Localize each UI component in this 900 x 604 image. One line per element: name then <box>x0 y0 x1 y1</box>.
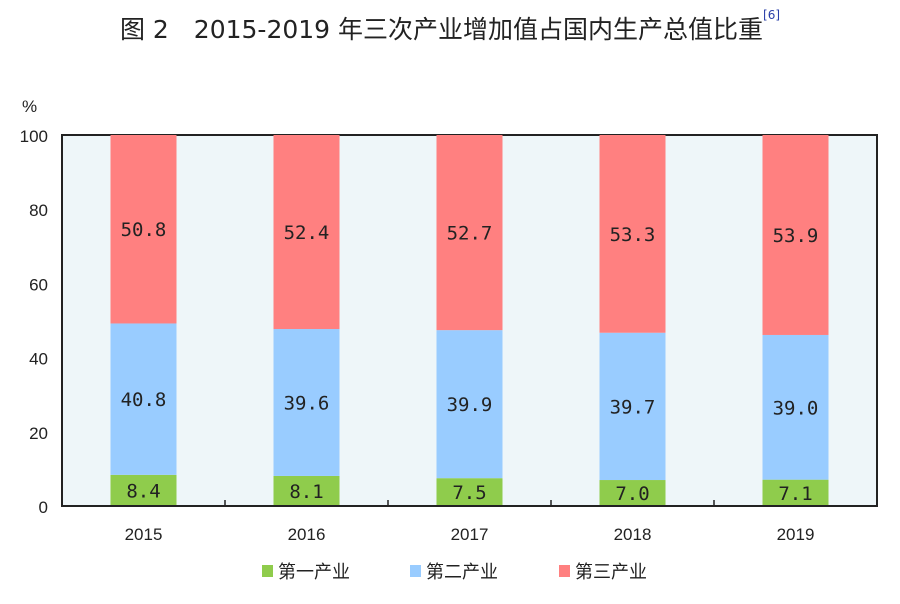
data-label: 53.3 <box>610 224 656 246</box>
title-text: 图 2 2015-2019 年三次产业增加值占国内生产总值比重 <box>119 15 764 44</box>
y-tick-label: 40 <box>29 350 48 369</box>
y-tick-label: 80 <box>29 201 48 220</box>
data-label: 40.8 <box>121 389 167 411</box>
bar-segment-1 <box>599 480 666 506</box>
chart-title: 图 2 2015-2019 年三次产业增加值占国内生产总值比重[6] <box>0 8 900 46</box>
bar-segment-3 <box>599 135 666 333</box>
legend-swatch-3 <box>559 565 570 577</box>
y-tick-label: 0 <box>39 498 48 517</box>
data-label: 7.0 <box>615 483 649 505</box>
bar-segment-2 <box>273 329 340 476</box>
bar-segment-1 <box>110 474 177 506</box>
bar-segment-3 <box>110 135 177 324</box>
legend-label: 第二产业 <box>426 562 498 583</box>
data-label: 52.7 <box>447 223 493 245</box>
data-label: 8.4 <box>126 480 160 502</box>
y-tick-label: 100 <box>20 127 48 146</box>
title-reference-link[interactable]: [6] <box>763 8 781 22</box>
bar-segment-2 <box>110 323 177 475</box>
x-tick-label: 2019 <box>777 525 815 544</box>
x-tick-label: 2016 <box>288 525 326 544</box>
x-tick-label: 2017 <box>451 525 489 544</box>
data-label: 53.9 <box>773 225 819 247</box>
y-tick-label: 60 <box>29 275 48 294</box>
data-label: 7.5 <box>452 482 486 504</box>
bar-segment-2 <box>762 334 829 480</box>
data-label: 8.1 <box>289 481 323 503</box>
legend-label: 第一产业 <box>278 562 350 583</box>
bar-segment-3 <box>273 135 340 330</box>
bar-segment-1 <box>436 478 503 506</box>
bar-segment-1 <box>273 475 340 506</box>
bar-segment-3 <box>436 135 503 331</box>
data-label: 39.6 <box>284 392 330 414</box>
x-tick-label: 2015 <box>125 525 163 544</box>
x-tick-label: 2018 <box>614 525 652 544</box>
bar-segment-2 <box>436 330 503 479</box>
y-axis-label: % <box>22 97 37 116</box>
data-label: 7.1 <box>778 483 812 505</box>
bar-segment-3 <box>762 135 829 335</box>
y-tick-label: 20 <box>29 424 48 443</box>
legend-swatch-2 <box>410 565 421 577</box>
data-label: 52.4 <box>284 222 330 244</box>
bar-segment-2 <box>599 332 666 481</box>
data-label: 39.7 <box>610 396 656 418</box>
data-label: 39.9 <box>447 394 493 416</box>
data-label: 39.0 <box>773 397 819 419</box>
bar-segment-1 <box>762 479 829 506</box>
data-label: 50.8 <box>121 219 167 241</box>
legend-swatch-1 <box>262 565 273 577</box>
legend-label: 第三产业 <box>575 562 647 583</box>
